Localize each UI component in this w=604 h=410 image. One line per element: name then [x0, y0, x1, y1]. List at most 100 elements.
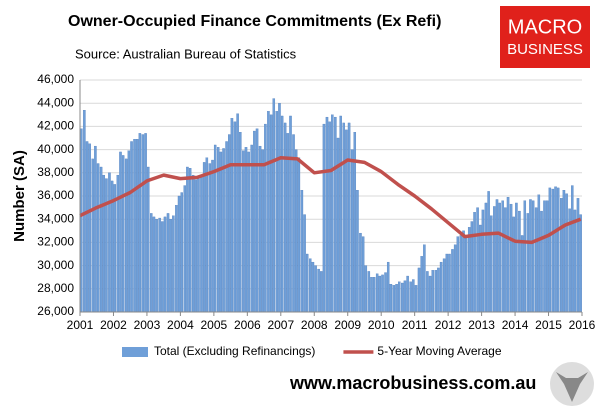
bar — [222, 148, 225, 313]
bar — [261, 149, 264, 313]
bar — [506, 197, 510, 313]
bar — [94, 145, 97, 313]
bar — [579, 214, 582, 313]
bar — [409, 281, 412, 313]
bar — [211, 159, 214, 313]
bar — [562, 190, 566, 313]
bar — [361, 236, 365, 313]
bar — [102, 174, 106, 313]
bar — [163, 216, 167, 313]
bar — [464, 236, 468, 313]
bar — [80, 128, 83, 313]
bar — [543, 200, 546, 313]
bar — [83, 110, 86, 313]
chart-title: Owner-Occupied Finance Commitments (Ex R… — [68, 13, 441, 30]
bar — [406, 275, 409, 313]
bar — [255, 128, 259, 313]
bar — [479, 224, 482, 313]
bar — [529, 199, 532, 313]
bar — [158, 217, 161, 313]
bar — [367, 271, 371, 313]
bar — [359, 232, 362, 313]
bar — [331, 114, 334, 313]
bar — [267, 111, 270, 313]
legend-swatch — [122, 347, 148, 357]
bar — [294, 149, 298, 313]
bar — [135, 139, 139, 313]
bar — [545, 200, 549, 313]
x-tick-label: 2004 — [167, 318, 194, 332]
bar — [200, 174, 203, 313]
bar — [378, 275, 382, 313]
bar — [191, 174, 195, 313]
bar — [292, 134, 295, 313]
footer: www.macrobusiness.com.au — [289, 373, 536, 393]
bar — [401, 282, 404, 313]
bar — [520, 235, 524, 313]
x-tick-label: 2016 — [569, 318, 596, 332]
bar — [278, 103, 281, 313]
bar — [269, 114, 273, 313]
bar — [314, 265, 317, 313]
bar — [375, 273, 379, 313]
bar — [230, 118, 234, 313]
bar — [247, 151, 250, 313]
bar — [487, 191, 490, 313]
bar — [130, 141, 133, 313]
bar — [96, 163, 100, 313]
bar — [442, 258, 446, 313]
y-tick-label: 36,000 — [37, 188, 74, 202]
bar — [473, 212, 476, 313]
bar — [384, 272, 387, 313]
bar — [239, 132, 242, 313]
bar — [113, 184, 117, 313]
x-tick-label: 2008 — [301, 318, 328, 332]
bar — [208, 163, 212, 313]
bar — [283, 122, 287, 313]
bar — [169, 219, 172, 313]
bar — [311, 261, 315, 313]
bar — [85, 141, 89, 313]
bar — [186, 166, 189, 313]
bar — [127, 150, 131, 313]
bar — [300, 190, 304, 313]
bar — [484, 202, 488, 313]
bar — [325, 116, 329, 313]
bar — [236, 113, 239, 313]
bar — [188, 168, 192, 313]
bar — [372, 277, 376, 313]
bar — [370, 277, 373, 313]
x-tick-label: 2010 — [368, 318, 395, 332]
bar — [467, 227, 471, 313]
x-tick-label: 2009 — [334, 318, 361, 332]
bar — [554, 186, 557, 313]
bar — [347, 122, 351, 313]
bar — [317, 268, 320, 313]
x-tick-label: 2013 — [468, 318, 495, 332]
bar — [364, 265, 368, 313]
bar — [389, 284, 393, 313]
x-tick-label: 2012 — [435, 318, 462, 332]
bar — [537, 194, 541, 313]
bar — [258, 145, 262, 313]
bar — [177, 195, 181, 313]
bar — [395, 284, 398, 313]
bar — [286, 133, 290, 313]
bar — [320, 271, 323, 313]
bar — [219, 151, 223, 313]
bar — [462, 230, 465, 313]
bar — [91, 158, 94, 313]
y-tick-label: 42,000 — [37, 119, 74, 133]
bar — [509, 203, 513, 313]
bar — [141, 134, 145, 313]
bar — [183, 185, 187, 313]
bar — [456, 236, 460, 313]
bar — [280, 115, 284, 313]
bar — [540, 210, 543, 313]
bar — [437, 267, 440, 313]
bar — [99, 166, 103, 313]
bar — [244, 147, 248, 313]
bar — [194, 179, 198, 313]
x-tick-label: 2011 — [402, 318, 428, 332]
bar — [350, 149, 354, 313]
